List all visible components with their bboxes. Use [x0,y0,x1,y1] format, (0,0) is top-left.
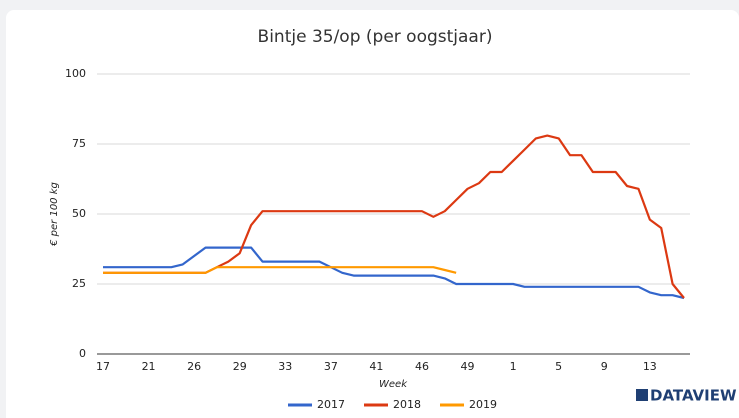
brand: DATAVIEW [650,387,737,405]
x-tick-label: 37 [324,360,338,373]
x-tick-label: 17 [96,360,110,373]
chart-title: Bintje 35/op (per oogstjaar) [258,27,493,47]
y-tick-label: 50 [72,207,86,220]
x-tick-label: 21 [142,360,156,373]
x-tick-label: 9 [601,360,608,373]
y-axis-label: € per 100 kg [49,182,60,247]
x-tick-label: 13 [643,360,657,373]
y-tick-label: 100 [65,67,86,80]
legend-label: 2017 [317,398,345,411]
brand-icon [636,389,648,401]
x-axis-label: Week [379,379,408,390]
series-line [103,246,685,300]
x-tick-label: 46 [415,360,429,373]
x-tick-label: 33 [278,360,292,373]
x-tick-label: 49 [461,360,475,373]
y-tick-label: 25 [72,277,86,290]
x-tick-label: 29 [233,360,247,373]
legend-label: 2018 [393,398,421,411]
series-line [103,266,457,274]
legend-label: 2019 [469,398,497,411]
x-tick-label: 1 [510,360,517,373]
x-tick-label: 41 [369,360,383,373]
x-tick-label: 26 [187,360,201,373]
y-tick-label: 75 [72,137,86,150]
x-tick-label: 5 [555,360,562,373]
y-tick-label: 0 [79,347,86,360]
